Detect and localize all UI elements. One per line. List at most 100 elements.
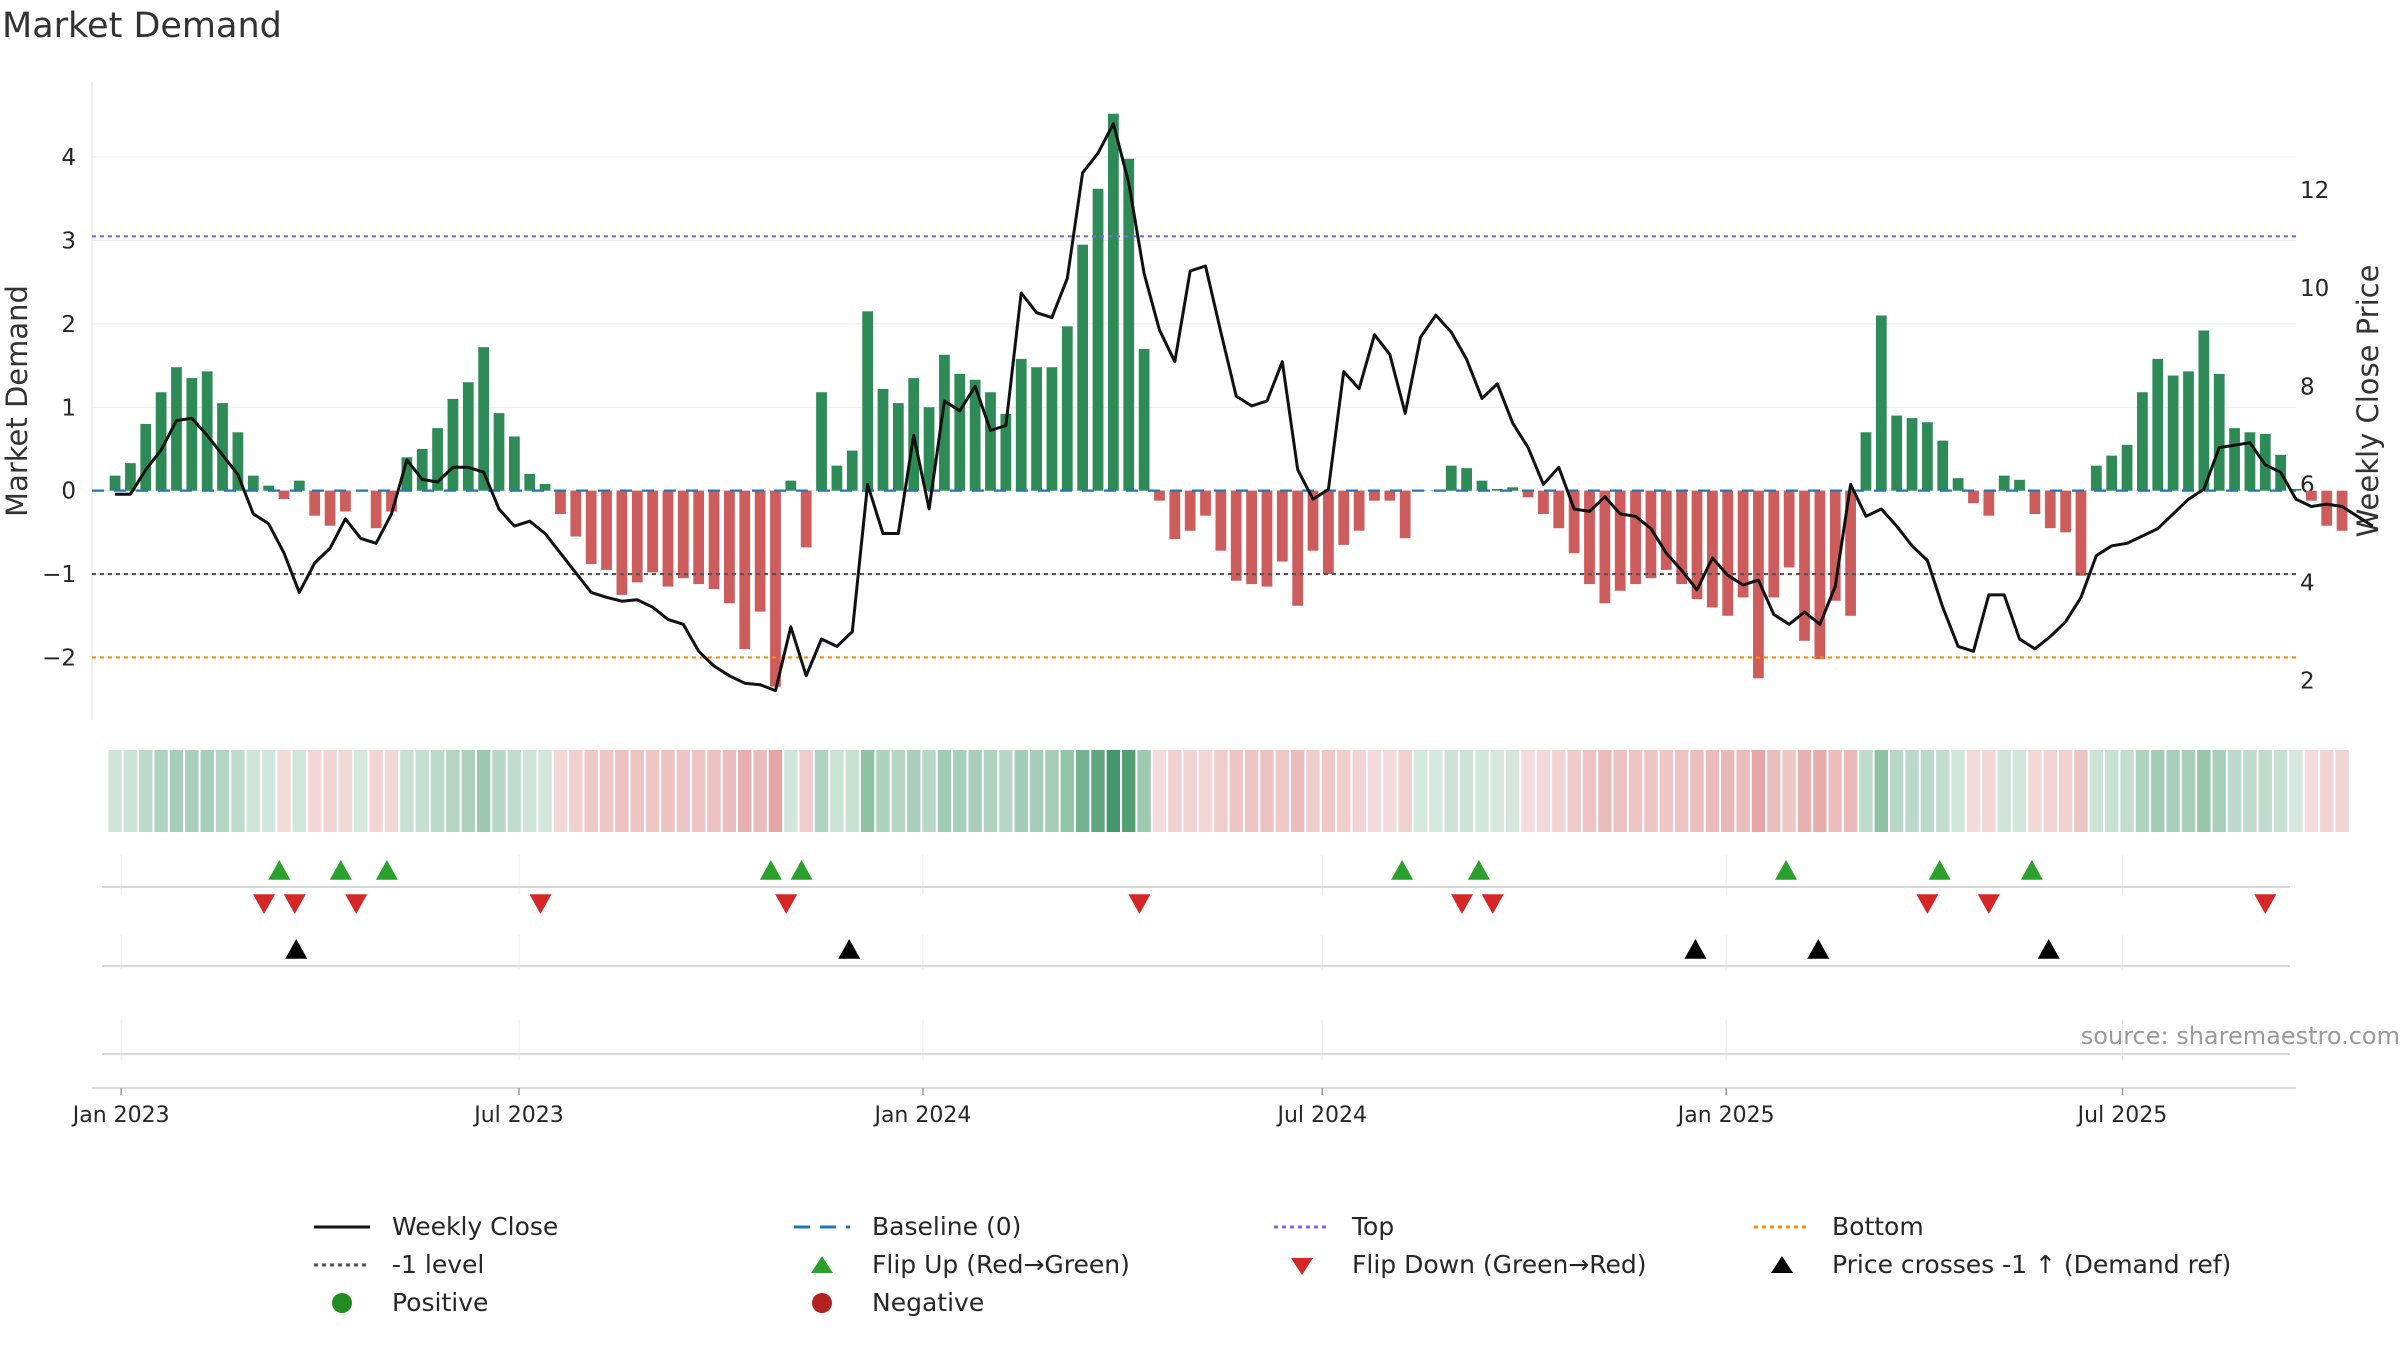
heat-strip-cell (2304, 750, 2319, 832)
heat-strip-cell (2273, 750, 2288, 832)
heat-strip-cell (492, 750, 506, 832)
x-tick-label: Jan 2023 (71, 1103, 170, 1128)
heat-strip-cell (154, 750, 168, 832)
demand-bar (1461, 468, 1472, 491)
demand-bar (1937, 440, 1949, 491)
heat-strip-cell (599, 750, 614, 832)
demand-bar (1276, 490, 1288, 562)
demand-bar (1860, 432, 1872, 491)
heat-strip-cell (1383, 750, 1397, 832)
flip-down-marker (253, 894, 276, 914)
demand-bar (1338, 490, 1350, 545)
y-left-tick-label: −2 (42, 645, 76, 671)
price-cross-marker (285, 939, 308, 959)
demand-bar (1845, 490, 1856, 616)
demand-bar (800, 490, 812, 548)
demand-bar (1891, 415, 1903, 491)
heat-strip-cell (569, 750, 583, 832)
chart-title: Market Demand (2, 6, 282, 46)
heat-strip-cell (922, 750, 936, 832)
demand-bar (1292, 490, 1304, 606)
heat-strip-cell (1137, 750, 1151, 832)
heat-strip-cell (999, 750, 1013, 832)
legend-flip-up: Flip Up (Red→Green) (792, 1250, 1130, 1279)
price-cross-marker (838, 939, 861, 959)
heat-strip-cell (845, 750, 859, 832)
demand-bar (1384, 490, 1396, 501)
heat-strip-cell (1997, 750, 2011, 832)
demand-bar (1184, 490, 1196, 531)
demand-bar (1722, 490, 1734, 616)
heat-strip-cell (1782, 750, 1796, 832)
heat-strip-cell (384, 750, 399, 832)
heat-strip-cell (123, 750, 138, 832)
heat-strip-cell (1536, 750, 1551, 832)
heat-strip-cell (1367, 750, 1382, 832)
flip-up-marker (2020, 860, 2043, 880)
demand-bar (923, 407, 935, 491)
heat-strip-cell (1229, 750, 1243, 832)
heat-strip-cell (953, 750, 967, 832)
demand-bar (186, 378, 198, 491)
demand-bar (1922, 422, 1933, 491)
demand-bar (1445, 465, 1457, 491)
heat-strip-cell (1797, 750, 1812, 832)
heat-strip-cell (1106, 750, 1121, 832)
heat-strip-cell (446, 750, 460, 832)
heat-strip-cell (292, 750, 307, 832)
heat-strip-cell (430, 750, 445, 832)
heat-strip-cell (1183, 750, 1197, 832)
demand-bar (1107, 113, 1119, 491)
heat-strip-cell (354, 750, 368, 832)
heat-strip-cell (615, 750, 629, 832)
y-right-tick-label: 2 (2300, 669, 2315, 695)
demand-bar (985, 392, 996, 491)
x-tick-label: Jul 2023 (472, 1103, 564, 1128)
heat-strip-cell (369, 750, 383, 832)
demand-bar (2183, 371, 2194, 491)
heat-strip-cell (2181, 750, 2196, 832)
demand-bar (1522, 490, 1534, 498)
heat-strip-cell (1459, 750, 1474, 832)
demand-bar (1154, 490, 1165, 501)
heat-strip-cell (246, 750, 260, 832)
heat-strip-cell (738, 750, 752, 832)
legend-label: Top (1352, 1212, 1395, 1241)
heat-strip-cell (1920, 750, 1935, 832)
flip-down-marker (775, 894, 798, 914)
demand-bar (1200, 490, 1211, 516)
demand-bar (1046, 367, 1058, 491)
demand-bar (2213, 373, 2225, 491)
legend-label: -1 level (392, 1250, 485, 1279)
demand-bar (1031, 367, 1042, 491)
heat-strip-cell (1306, 750, 1320, 832)
demand-bar (539, 483, 551, 491)
demand-bar (232, 432, 244, 491)
heat-strip-cell (1767, 750, 1781, 832)
heat-strip-cell (2289, 750, 2303, 832)
heat-strip-cell (2197, 750, 2211, 832)
heat-strip-cell (261, 750, 276, 832)
flip-up-marker (1467, 860, 1490, 880)
heat-strip-cell (415, 750, 429, 832)
heat-strip-cell (691, 750, 706, 832)
y-right-tick-label: 8 (2300, 374, 2315, 400)
legend-label: Baseline (0) (872, 1212, 1022, 1241)
demand-bar (2121, 444, 2133, 491)
heat-strip-cell (2335, 750, 2349, 832)
demand-bar (155, 392, 167, 491)
demand-bar (831, 465, 843, 491)
flip-down-marker (1977, 894, 2000, 914)
legend-line-dotted-orange-icon (1754, 1225, 1810, 1228)
demand-bar (524, 473, 536, 491)
demand-bar (1968, 490, 1979, 504)
demand-bar (462, 382, 474, 491)
y-left-tick-label: 0 (61, 479, 76, 505)
heat-strip-cell (1874, 750, 1888, 832)
heat-strip-cell (1352, 750, 1366, 832)
heat-strip-cell (1444, 750, 1458, 832)
demand-bar (416, 448, 428, 491)
demand-bar (724, 490, 735, 604)
price-cross-marker (1807, 939, 1830, 959)
heat-strip-cell (937, 750, 952, 832)
